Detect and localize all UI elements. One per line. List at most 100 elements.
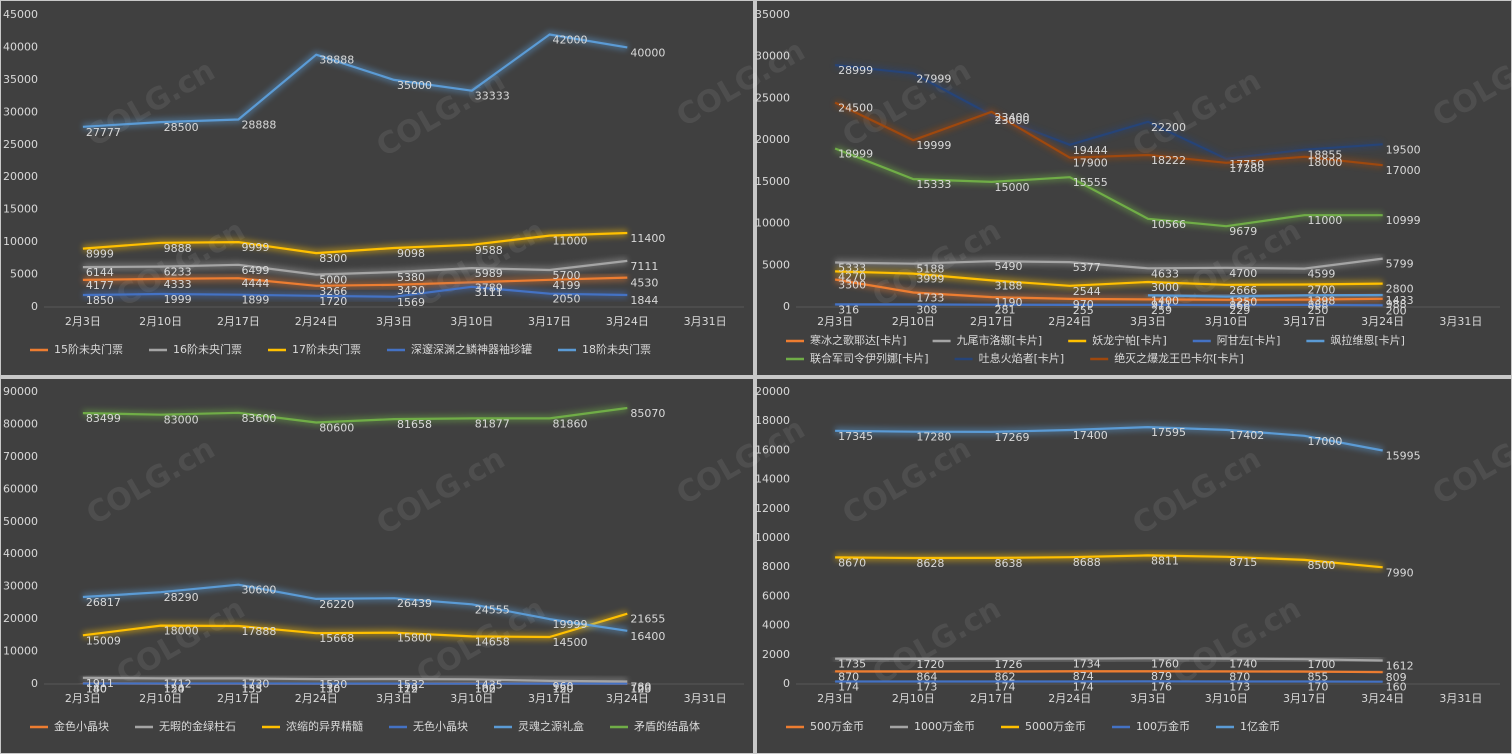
data-label: 6144 xyxy=(86,266,114,279)
data-label: 874 xyxy=(1073,670,1094,683)
data-label: 4633 xyxy=(1151,267,1179,280)
y-tick-label: 70000 xyxy=(3,450,38,463)
series-line xyxy=(835,257,1383,270)
data-label: 174 xyxy=(838,680,859,693)
series-line xyxy=(834,64,1383,160)
y-tick-label: 20000 xyxy=(3,612,38,625)
data-label: 174 xyxy=(995,680,1016,693)
data-label: 17345 xyxy=(838,430,873,443)
legend-label: 金色小晶块 xyxy=(54,719,109,733)
data-label: 5989 xyxy=(475,267,503,280)
y-tick-label: 12000 xyxy=(755,502,790,515)
data-label: 7990 xyxy=(1386,566,1414,579)
y-tick-label: 25000 xyxy=(3,138,38,151)
y-tick-label: 10000 xyxy=(3,645,38,658)
y-tick-label: 90000 xyxy=(3,385,38,398)
data-label: 308 xyxy=(916,303,937,316)
data-label: 18222 xyxy=(1151,154,1186,167)
x-tick-label: 2月24日 xyxy=(295,315,338,328)
data-label: 1911 xyxy=(86,677,114,690)
data-label: 255 xyxy=(1073,304,1094,317)
data-label: 970 xyxy=(1073,298,1094,311)
data-label: 10566 xyxy=(1151,218,1186,231)
series-line xyxy=(82,406,628,424)
legend-item: 飒拉维恩[卡片] xyxy=(1306,333,1405,347)
data-label: 1734 xyxy=(1073,658,1101,671)
data-label: 1999 xyxy=(164,293,192,306)
data-label: 28888 xyxy=(241,119,276,132)
data-label: 129 xyxy=(397,683,418,696)
data-label: 40000 xyxy=(630,46,665,59)
x-tick-label: 3月10日 xyxy=(1205,315,1248,328)
legend-item: 深邃深渊之鳞神器袖珍罐 xyxy=(387,342,532,356)
x-tick-label: 3月3日 xyxy=(1130,315,1166,328)
series-line xyxy=(835,554,1383,569)
y-tick-label: 50000 xyxy=(3,515,38,528)
legend-label: 1亿金币 xyxy=(1240,719,1280,733)
data-label: 28290 xyxy=(164,591,199,604)
data-label: 1433 xyxy=(1386,294,1414,307)
data-label: 24555 xyxy=(475,603,510,616)
y-tick-label: 15000 xyxy=(3,203,38,216)
data-label: 1760 xyxy=(1151,657,1179,670)
legend-item: 1000万金币 xyxy=(890,719,975,733)
data-label: 1400 xyxy=(1151,294,1179,307)
data-label: 14658 xyxy=(475,635,510,648)
data-label: 17280 xyxy=(916,431,951,444)
data-label: 83600 xyxy=(241,412,276,425)
data-label: 911 xyxy=(1151,298,1172,311)
data-label: 3420 xyxy=(397,284,425,297)
data-label: 27777 xyxy=(86,126,121,139)
y-tick-label: 20000 xyxy=(755,133,790,146)
data-label: 1850 xyxy=(86,294,114,307)
data-label: 3188 xyxy=(995,279,1023,292)
data-label: 5490 xyxy=(995,260,1023,273)
data-label: 1844 xyxy=(630,294,658,307)
data-label: 9098 xyxy=(397,247,425,260)
data-label: 11400 xyxy=(630,232,665,245)
panel xyxy=(757,379,1511,753)
y-tick-label: 0 xyxy=(783,677,790,690)
data-label: 15668 xyxy=(319,632,354,645)
x-tick-label: 2月24日 xyxy=(1048,692,1091,705)
series-line xyxy=(82,612,628,639)
x-tick-label: 3月24日 xyxy=(1361,315,1404,328)
y-tick-label: 30000 xyxy=(3,580,38,593)
legend-label: 16阶未央门票 xyxy=(173,342,242,356)
y-tick-label: 0 xyxy=(31,677,38,690)
data-label: 173 xyxy=(916,680,937,693)
legend-label: 寒冰之歌耶达[卡片] xyxy=(810,333,907,347)
x-tick-label: 3月24日 xyxy=(606,692,649,705)
data-label: 102 xyxy=(475,683,496,696)
data-label: 9679 xyxy=(1229,225,1257,238)
data-label: 1250 xyxy=(1229,296,1257,309)
y-tick-label: 45000 xyxy=(3,8,38,21)
data-label: 120 xyxy=(553,683,574,696)
x-tick-label: 3月17日 xyxy=(528,692,571,705)
data-label: 4177 xyxy=(86,279,114,292)
data-label: 17400 xyxy=(1073,429,1108,442)
data-label: 19444 xyxy=(1073,144,1108,157)
series-line xyxy=(82,259,628,276)
data-label: 24500 xyxy=(838,102,873,115)
legend-label: 15阶未央门票 xyxy=(54,342,123,356)
data-label: 26220 xyxy=(319,598,354,611)
series-line xyxy=(834,278,1383,301)
data-label: 2666 xyxy=(1229,284,1257,297)
series-line xyxy=(835,670,1383,674)
data-label: 7111 xyxy=(630,260,658,273)
y-tick-label: 10000 xyxy=(755,531,790,544)
data-label: 8638 xyxy=(995,557,1023,570)
x-tick-label: 2月10日 xyxy=(892,315,935,328)
legend-item: 妖龙宁帕[卡片] xyxy=(1068,333,1167,347)
data-label: 19500 xyxy=(1386,143,1421,156)
data-label: 30600 xyxy=(241,584,276,597)
legend-label: 联合军司令伊列娜[卡片] xyxy=(810,351,929,365)
y-tick-label: 10000 xyxy=(3,235,38,248)
data-label: 83000 xyxy=(164,414,199,427)
data-label: 862 xyxy=(995,670,1016,683)
legend-item: 寒冰之歌耶达[卡片] xyxy=(786,333,907,347)
legend-item: 九尾市洛娜[卡片] xyxy=(932,333,1042,347)
data-label: 124 xyxy=(164,683,185,696)
data-label: 229 xyxy=(1229,304,1250,317)
